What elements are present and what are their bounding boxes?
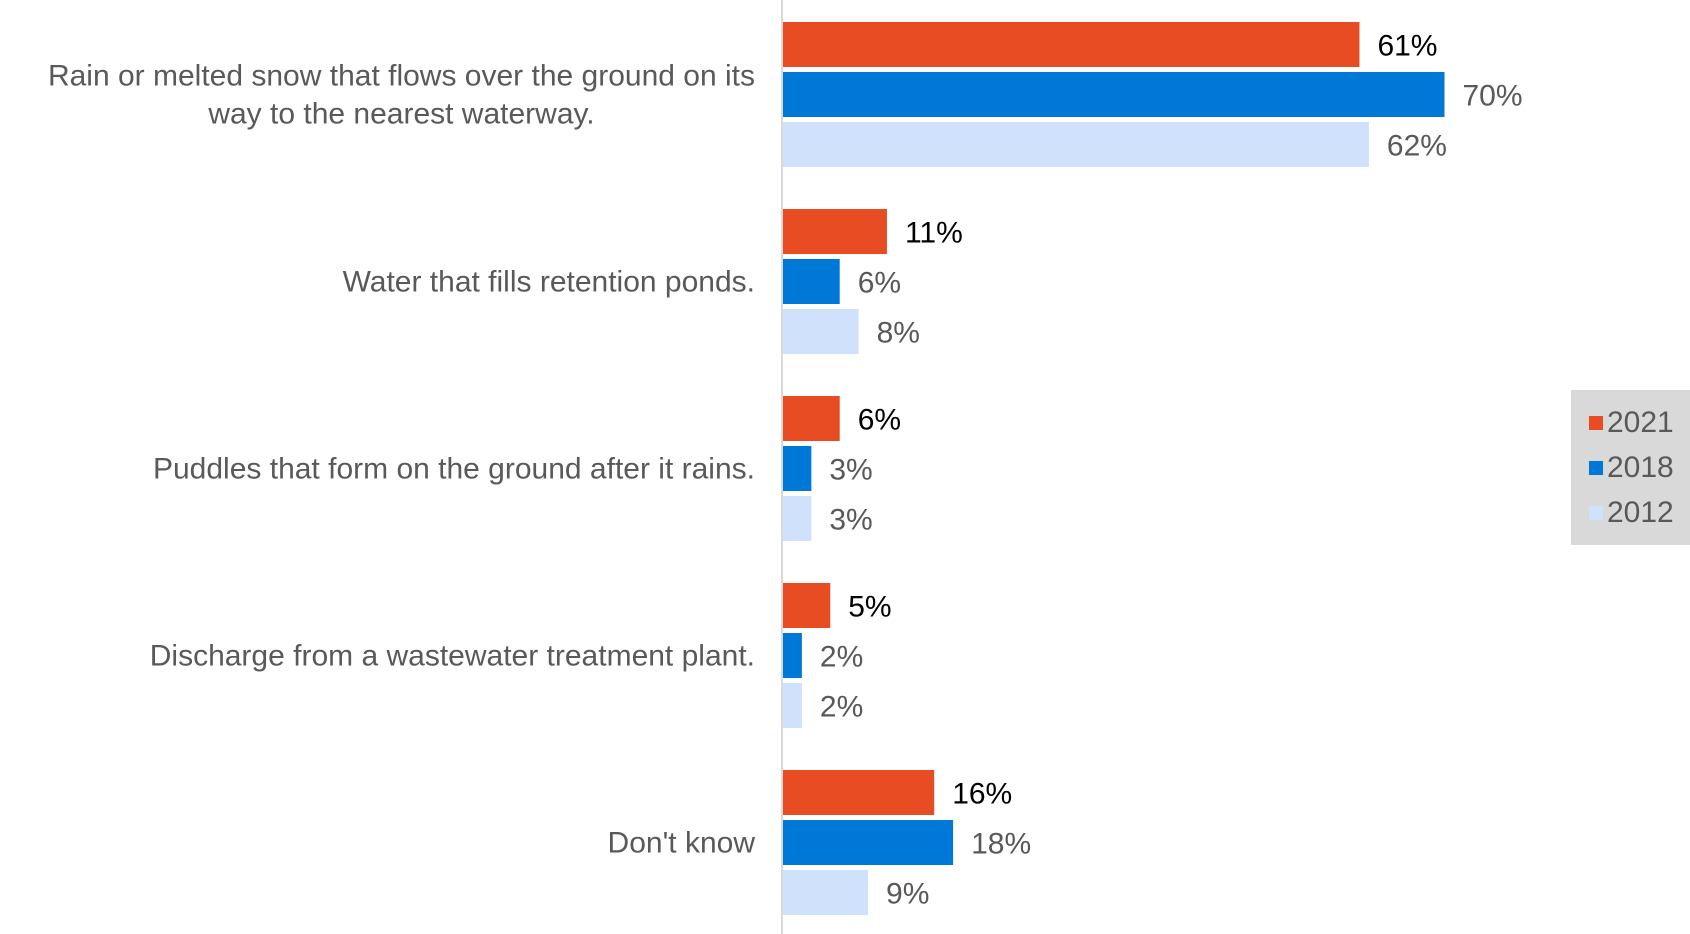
- data-label-2021: 5%: [848, 591, 891, 624]
- data-label-2018: 70%: [1463, 80, 1523, 113]
- legend-label-2021: 2021: [1607, 406, 1674, 439]
- bar-2018: [783, 72, 1445, 117]
- bar-2018: [783, 820, 954, 865]
- category-label-line: Don't know: [608, 827, 756, 860]
- category-label-line: Water that fills retention ponds.: [343, 266, 755, 299]
- data-label-2012: 62%: [1387, 130, 1447, 163]
- bar-2018: [783, 259, 840, 304]
- bar-2012: [783, 683, 802, 728]
- bar-2021: [783, 583, 831, 628]
- category-label-line: Discharge from a wastewater treatment pl…: [150, 640, 755, 673]
- category-label-line: Rain or melted snow that flows over the …: [48, 60, 755, 93]
- legend-item-2012: 2012: [1589, 493, 1674, 533]
- bar-2018: [783, 633, 802, 678]
- bar-2012: [783, 122, 1369, 167]
- category-label: Discharge from a wastewater treatment pl…: [150, 640, 755, 673]
- bar-2021: [783, 396, 840, 441]
- category-labels: Rain or melted snow that flows over the …: [48, 60, 755, 860]
- data-label-2012: 8%: [877, 317, 920, 350]
- bar-2012: [783, 496, 812, 541]
- legend-label-2012: 2012: [1607, 496, 1674, 529]
- data-label-2012: 3%: [829, 504, 872, 537]
- legend-item-2018: 2018: [1589, 448, 1674, 488]
- category-label: Don't know: [608, 827, 756, 860]
- value-labels: 61%70%62%11%6%8%6%3%3%5%2%2%16%18%9%: [820, 30, 1523, 911]
- legend: 2021 2018 2012: [1571, 390, 1690, 545]
- data-label-2021: 6%: [858, 404, 901, 437]
- bar-2012: [783, 870, 869, 915]
- category-label: Water that fills retention ponds.: [343, 266, 755, 299]
- data-label-2021: 61%: [1377, 30, 1437, 63]
- category-label-line: Puddles that form on the ground after it…: [153, 453, 755, 486]
- data-label-2018: 2%: [820, 641, 863, 674]
- category-label: Puddles that form on the ground after it…: [153, 453, 755, 486]
- bar-2021: [783, 770, 935, 815]
- legend-label-2018: 2018: [1607, 451, 1674, 484]
- data-label-2018: 6%: [858, 267, 901, 300]
- legend-item-2021: 2021: [1589, 403, 1674, 443]
- category-label: Rain or melted snow that flows over the …: [48, 60, 755, 131]
- bar-2018: [783, 446, 812, 491]
- legend-swatch-2018: [1589, 461, 1603, 475]
- legend-swatch-2021: [1589, 416, 1603, 430]
- legend-swatch-2012: [1589, 506, 1603, 520]
- data-label-2021: 11%: [905, 217, 963, 250]
- bar-2021: [783, 22, 1360, 67]
- data-label-2012: 9%: [886, 878, 929, 911]
- data-label-2018: 18%: [971, 828, 1031, 861]
- bar-2021: [783, 209, 887, 254]
- bar-2012: [783, 309, 859, 354]
- bars: [783, 22, 1445, 915]
- data-label-2012: 2%: [820, 691, 863, 724]
- data-label-2018: 3%: [829, 454, 872, 487]
- category-label-line: way to the nearest waterway.: [207, 98, 594, 131]
- data-label-2021: 16%: [952, 778, 1012, 811]
